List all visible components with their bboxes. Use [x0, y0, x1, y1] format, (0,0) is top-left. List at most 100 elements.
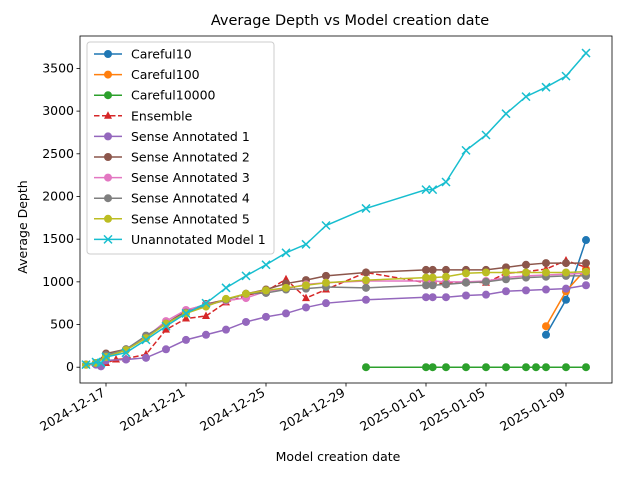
legend-entry: Sense Annotated 1	[94, 129, 250, 144]
series-sense-annotated-5	[82, 267, 590, 369]
data-point	[482, 268, 490, 277]
marker-stroke	[181, 308, 191, 318]
data-point	[362, 363, 370, 372]
legend-marker	[104, 153, 112, 161]
legend-label: Careful100	[131, 67, 200, 82]
x-tick-label: 2024-12-25	[197, 385, 267, 434]
marker-stroke	[521, 92, 531, 102]
legend-label: Careful10	[131, 47, 192, 62]
marker-stroke	[441, 177, 451, 187]
data-point	[81, 360, 91, 370]
data-point	[542, 285, 550, 294]
data-point	[282, 309, 290, 318]
y-tick-label: 2000	[42, 188, 74, 203]
data-point	[362, 268, 370, 277]
data-point	[502, 268, 510, 277]
data-point	[502, 363, 510, 372]
data-point	[562, 268, 570, 277]
data-point	[582, 281, 590, 290]
data-point	[442, 280, 450, 289]
data-point	[442, 293, 450, 302]
data-point	[582, 267, 590, 276]
data-point	[161, 321, 171, 331]
marker-stroke	[301, 239, 311, 249]
marker-stroke	[201, 298, 211, 308]
data-point	[582, 259, 590, 268]
data-point	[561, 71, 571, 81]
chart-title: Average Depth vs Model creation date	[211, 13, 489, 29]
data-point	[422, 273, 430, 282]
data-point	[202, 330, 210, 339]
data-point	[482, 290, 490, 299]
x-tick-label: 2025-01-09	[497, 385, 567, 434]
data-point	[162, 325, 170, 333]
marker-stroke	[141, 335, 151, 345]
marker-stroke	[121, 348, 131, 358]
data-point	[462, 278, 470, 287]
legend-label: Sense Annotated 1	[131, 129, 250, 144]
legend-marker	[104, 214, 112, 223]
data-point	[361, 203, 371, 213]
series-careful10000	[362, 363, 590, 372]
legend-entry: Sense Annotated 5	[94, 211, 250, 226]
legend-label: Sense Annotated 2	[131, 150, 250, 165]
marker-stroke	[501, 109, 511, 119]
data-point	[101, 352, 111, 362]
legend-label: Unannotated Model 1	[131, 232, 266, 247]
data-point	[441, 177, 451, 187]
marker-stroke	[261, 260, 271, 270]
data-point	[422, 293, 430, 302]
series-sense-annotated-1	[82, 281, 590, 371]
data-point	[542, 268, 550, 277]
legend-marker	[103, 234, 113, 244]
data-point	[442, 272, 450, 281]
data-point	[428, 363, 437, 372]
data-point	[422, 281, 430, 290]
legend-label: Sense Annotated 5	[131, 211, 250, 226]
legend-marker	[104, 111, 112, 119]
data-point	[532, 363, 540, 372]
legend-entry: Sense Annotated 2	[94, 150, 250, 165]
data-point	[302, 293, 310, 302]
legend-marker	[104, 70, 112, 79]
data-point	[322, 278, 330, 287]
legend-entry: Sense Annotated 3	[94, 170, 250, 185]
data-point	[181, 308, 191, 318]
data-point	[162, 345, 170, 354]
data-point	[182, 314, 190, 322]
data-point	[182, 335, 190, 344]
data-point	[121, 348, 131, 358]
legend-entry: Ensemble	[94, 108, 193, 123]
marker-stroke	[428, 185, 438, 195]
data-point	[201, 298, 211, 308]
data-point	[581, 48, 591, 58]
data-point	[242, 289, 250, 298]
marker-stroke	[321, 220, 331, 231]
marker-stroke	[161, 321, 171, 331]
data-point	[262, 312, 270, 321]
marker-stroke	[221, 283, 231, 293]
data-point	[261, 260, 271, 270]
legend-entry: Careful10000	[94, 88, 216, 103]
marker-stroke	[361, 203, 371, 213]
data-point	[322, 299, 330, 308]
x-tick-label: 2024-12-17	[37, 385, 107, 434]
data-point	[582, 363, 590, 372]
data-point	[542, 330, 550, 339]
data-point	[541, 82, 551, 92]
legend-entry: Careful10	[94, 47, 192, 62]
y-tick-label: 500	[50, 317, 74, 332]
series-sense-annotated-4	[82, 271, 590, 369]
series-careful10	[542, 236, 590, 339]
data-point	[301, 239, 311, 249]
legend-marker	[104, 194, 112, 203]
y-tick-label: 3000	[42, 103, 74, 118]
x-tick-label: 2025-01-05	[417, 385, 487, 434]
data-point	[482, 277, 490, 286]
data-point	[422, 363, 430, 372]
data-point	[142, 334, 150, 343]
data-point	[522, 363, 530, 372]
data-point	[442, 265, 450, 274]
legend-box	[86, 41, 275, 255]
